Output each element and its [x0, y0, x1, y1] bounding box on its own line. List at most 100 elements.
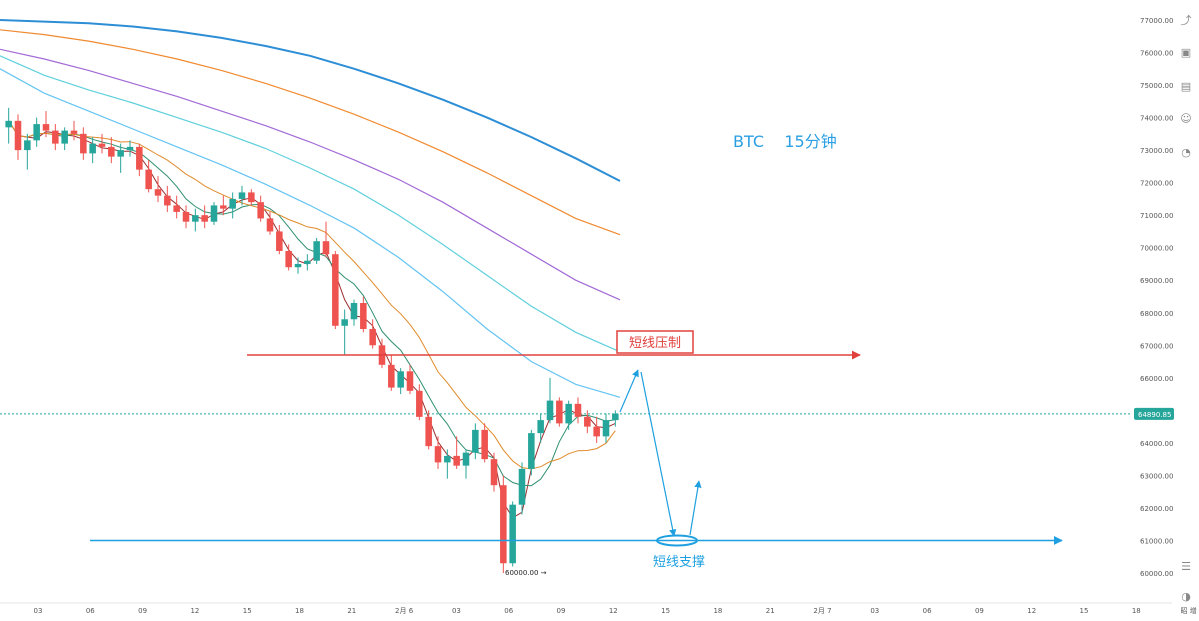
candle-body: [145, 169, 152, 190]
time-tick-label: 12: [1027, 607, 1036, 615]
candle-body: [509, 504, 516, 564]
time-tick-label: 昭 增: [1180, 606, 1196, 615]
candle-body: [136, 146, 143, 170]
ma-line: [0, 48, 621, 301]
candle-body: [537, 420, 544, 434]
time-tick-label: 21: [347, 607, 356, 615]
candle-body: [248, 192, 255, 203]
candle-body: [24, 140, 31, 151]
candle-body: [593, 426, 600, 437]
moving-average-lines: [0, 19, 621, 519]
chart-title: BTC 15分钟: [733, 132, 837, 151]
candle-body: [210, 205, 218, 222]
time-tick-label: 06: [86, 607, 95, 615]
candle-body: [80, 133, 87, 154]
time-axis[interactable]: 03 06 09 12 15 18 21 2月 6 03 06 09 12 15 18 21 2月 7 03 06…: [34, 606, 1197, 615]
time-tick-label: 06: [923, 607, 932, 615]
time-tick-label: 15: [661, 607, 670, 615]
time-tick-label: 06: [504, 607, 513, 615]
time-tick-label: 15: [243, 607, 252, 615]
candle-body: [490, 459, 498, 486]
grid: 60000.00 →: [0, 413, 1172, 604]
candle-body: [276, 231, 283, 251]
chart-up-icon[interactable]: ⤴: [1180, 14, 1192, 27]
candle-body: [388, 364, 395, 388]
candle-body: [434, 446, 442, 463]
short-ma-line: [8, 120, 616, 519]
menu-icon[interactable]: ☰: [1181, 560, 1191, 573]
time-tick-label: 21: [766, 607, 775, 615]
candle-body: [164, 195, 171, 206]
candle-body: [565, 403, 572, 424]
candle-body: [462, 452, 470, 466]
projection-down-arrow: [640, 371, 677, 537]
price-tick-label: 72000.00: [1140, 180, 1173, 188]
current-price-label: 64890.85: [1138, 411, 1171, 419]
time-tick-label: 03: [452, 607, 461, 615]
candle-body: [332, 254, 339, 326]
time-tick-label: 18: [713, 607, 722, 615]
robot-icon[interactable]: ☺: [1180, 112, 1192, 125]
candle-body: [481, 429, 488, 460]
time-tick-label: 12: [609, 607, 618, 615]
price-tick-label: 70000.00: [1140, 245, 1173, 253]
time-tick-label: 2月 7: [813, 607, 831, 615]
ma-line: [0, 55, 621, 353]
projection-rebound-arrow: [689, 480, 702, 536]
time-icon[interactable]: ◔: [1181, 146, 1191, 159]
time-tick-label: 12: [190, 607, 199, 615]
time-tick-label: 2月 6: [395, 607, 414, 615]
price-tick-label: 63000.00: [1140, 472, 1173, 480]
support-target-ellipse: [656, 534, 698, 547]
support-label: 短线支撑: [653, 555, 705, 570]
short-ma-line: [8, 120, 616, 470]
candle-body: [266, 218, 274, 232]
candle-body: [33, 124, 40, 141]
current-price-badge: [1134, 407, 1174, 420]
candle-body: [350, 303, 358, 320]
card-icon[interactable]: ▤: [1180, 80, 1192, 93]
projection-up-arrow: [619, 369, 639, 413]
price-tick-label: 77000.00: [1140, 17, 1173, 25]
candle-body: [500, 485, 507, 564]
candle-body: [126, 146, 134, 151]
time-tick-label: 03: [870, 607, 879, 615]
candle-body: [546, 400, 554, 421]
price-tick-label: 60000.00: [1140, 570, 1173, 578]
candle-body: [108, 146, 115, 157]
candle-body: [192, 215, 199, 222]
pie-icon[interactable]: ◑: [1181, 590, 1191, 603]
candle-body: [397, 371, 404, 388]
candle-body: [425, 416, 432, 447]
candle-body: [70, 130, 78, 134]
price-tick-label: 73000.00: [1140, 147, 1173, 155]
candle-body: [52, 130, 59, 144]
price-tick-label: 68000.00: [1140, 310, 1173, 318]
candle-body: [453, 455, 460, 466]
candle-body: [528, 433, 535, 469]
candle-body: [182, 211, 190, 222]
candle-body: [360, 303, 367, 330]
candle-body: [518, 468, 526, 505]
candle-body: [61, 130, 68, 144]
price-tick-label: 76000.00: [1140, 50, 1173, 58]
price-axis[interactable]: 77000.00 76000.00 75000.00 74000.00 73000.00…: [1134, 17, 1174, 578]
time-tick-label: 15: [1080, 607, 1089, 615]
time-tick-label: 09: [557, 607, 566, 615]
candle-body: [574, 403, 582, 417]
candle-body: [229, 198, 236, 209]
resistance-label-box[interactable]: [616, 330, 694, 354]
candle-body: [406, 371, 414, 391]
price-tick-label: 69000.00: [1140, 277, 1173, 285]
calendar-icon[interactable]: ▣: [1180, 46, 1192, 59]
candle-body: [602, 420, 610, 437]
time-tick-label: 03: [34, 607, 43, 615]
candle-body: [42, 124, 50, 131]
low-marker-label: 60000.00 →: [505, 569, 547, 577]
candle-body: [304, 260, 311, 264]
candle-body: [294, 263, 302, 268]
candle-body: [556, 400, 563, 424]
candlesticks: [5, 107, 619, 573]
